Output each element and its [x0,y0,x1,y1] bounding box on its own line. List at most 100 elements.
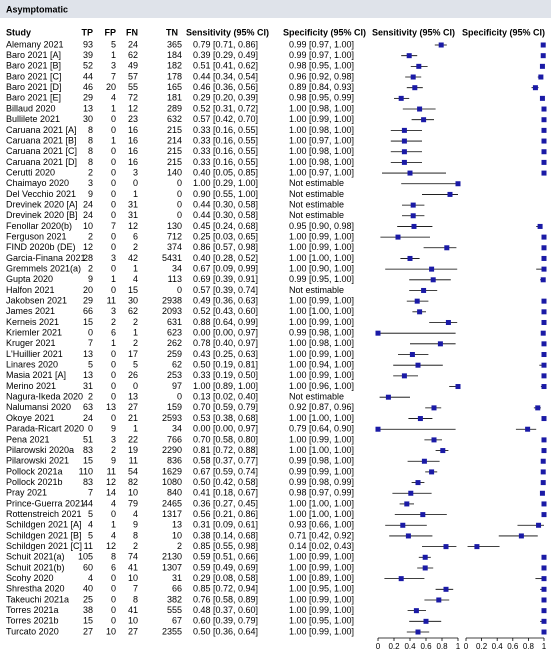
count-tp: 44 [83,498,93,508]
count-fn: 17 [128,349,138,359]
count-tn: 766 [167,434,182,444]
point-estimate [421,458,427,464]
point-estimate [541,565,547,571]
count-fn: 82 [128,477,138,487]
count-fn: 16 [128,157,138,167]
study-name: Merino 2021 [6,381,56,391]
point-estimate [445,319,451,325]
count-tn: 66 [172,584,182,594]
count-tn: 365 [167,39,182,49]
count-fp: 0 [111,392,116,402]
point-estimate [541,437,547,443]
count-tn: 2093 [162,306,182,316]
study-name: Scohy 2020 [6,573,54,583]
tick-label: 0 [376,642,381,651]
count-fn: 1 [133,189,138,199]
count-fn: 2 [133,242,138,252]
count-tn: 130 [167,221,182,231]
sensitivity-ci: 0.69 [0.39, 0.91] [193,274,258,284]
count-fn: 10 [128,488,138,498]
count-tp: 63 [83,402,93,412]
point-estimate [541,416,547,422]
count-tn: 382 [167,594,182,604]
count-fn: 1 [133,328,138,338]
count-tn: 2130 [162,552,182,562]
point-estimate [474,544,480,550]
count-tp: 110 [79,466,93,476]
sensitivity-ci: 0.25 [0.03, 0.65] [193,231,258,241]
study-name: Rottenstreich 2021 [6,509,82,519]
count-tn: 1629 [162,466,182,476]
count-tn: 0 [177,392,182,402]
point-estimate [541,298,547,304]
point-estimate [395,234,401,240]
count-tn: 2355 [162,626,182,636]
count-tn: 1080 [162,477,182,487]
count-fp: 0 [111,210,116,220]
count-fn: 41 [128,605,138,615]
point-estimate [541,448,547,454]
specificity-ci: 1.00 [0.97, 1.00] [289,135,354,145]
count-tn: 631 [167,317,182,327]
point-estimate [540,480,546,486]
sensitivity-ci: 0.60 [0.39, 0.79] [193,616,258,626]
point-estimate [539,490,545,496]
sensitivity-ci: 0.88 [0.64, 0.99] [193,317,258,327]
study-name: Pena 2021 [6,434,50,444]
point-estimate [447,191,453,197]
count-fp: 0 [111,413,116,423]
study-name: Cerutti 2020 [6,167,55,177]
study-name: Okoye 2021 [6,413,55,423]
point-estimate [417,106,423,112]
specificity-ci: 0.99 [0.97, 1.00] [289,50,354,60]
count-fp: 0 [111,114,116,124]
specificity-ci: Not estimable [289,189,344,199]
point-estimate [401,159,407,165]
count-fp: 9 [111,456,116,466]
count-tp: 83 [83,445,93,455]
count-fp: 0 [111,584,116,594]
specificity-ci: 1.00 [0.99, 1.00] [289,242,354,252]
count-tn: 0 [177,178,182,188]
sensitivity-ci: 0.33 [0.19, 0.50] [193,370,258,380]
point-estimate [541,512,547,518]
point-estimate [541,629,547,635]
count-tn: 555 [167,605,182,615]
count-tp: 27 [83,626,93,636]
count-fn: 55 [128,82,138,92]
count-fn: 8 [133,594,138,604]
count-tn: 113 [168,274,182,284]
sensitivity-ci: 0.67 [0.09, 0.99] [193,264,258,274]
count-tp: 9 [88,274,93,284]
point-estimate [541,106,547,112]
point-estimate [541,138,547,144]
sensitivity-ci: 0.41 [0.18, 0.67] [193,488,258,498]
study-name: Nagura-Ikeda 2020 [6,392,83,402]
count-tp: 105 [78,552,93,562]
point-estimate [455,181,461,187]
count-tn: 215 [167,125,182,135]
point-estimate [541,554,547,560]
point-estimate [401,373,407,379]
count-tp: 39 [83,50,93,60]
count-tn: 262 [167,338,182,348]
count-fn: 12 [128,103,138,113]
point-estimate [541,245,547,251]
count-tp: 15 [83,456,93,466]
sensitivity-ci: 0.52 [0.43, 0.60] [193,306,258,316]
count-tp: 30 [83,114,93,124]
count-tn: 181 [167,93,182,103]
count-fp: 4 [111,498,116,508]
count-fp: 1 [111,50,116,60]
count-tp: 29 [83,93,93,103]
count-tn: 2290 [162,445,182,455]
count-tn: 34 [172,264,182,274]
count-fn: 21 [128,413,138,423]
count-tn: 0 [177,285,182,295]
specificity-ci: 1.00 [0.98, 1.00] [289,103,354,113]
point-estimate [541,576,547,582]
point-estimate [407,255,413,261]
count-fp: 0 [111,199,116,209]
specificity-ci: 1.00 [0.99, 1.00] [289,296,354,306]
